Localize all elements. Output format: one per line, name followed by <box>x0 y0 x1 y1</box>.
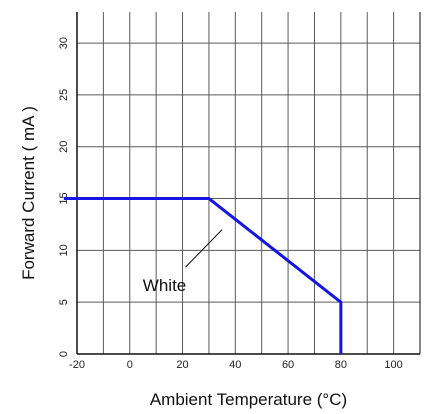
x-tick-label: 20 <box>176 359 188 371</box>
y-tick-label: 5 <box>58 299 70 305</box>
y-tick-label: 30 <box>58 37 70 49</box>
annotation-label: White <box>143 276 186 295</box>
y-tick-label: 10 <box>58 244 70 256</box>
x-tick-label: 100 <box>384 359 402 371</box>
y-tick-label: 25 <box>58 89 70 101</box>
x-tick-label: -20 <box>69 359 85 371</box>
x-tick-label: 40 <box>229 359 241 371</box>
y-tick-label: 0 <box>58 351 70 357</box>
x-tick-label: 60 <box>282 359 294 371</box>
x-tick-label: 80 <box>335 359 347 371</box>
x-tick-label: 0 <box>127 359 133 371</box>
series-line-0 <box>63 197 343 354</box>
x-axis-title: Ambient Temperature (°C) <box>150 390 347 409</box>
plot-area <box>77 12 420 354</box>
y-tick-label: 20 <box>58 141 70 153</box>
y-axis-title: Forward Current ( mA ) <box>19 106 38 280</box>
annotation-leader-line <box>185 229 223 268</box>
